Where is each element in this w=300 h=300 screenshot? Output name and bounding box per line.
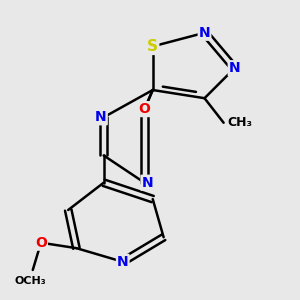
Text: O: O [139, 102, 151, 116]
Text: N: N [229, 61, 240, 75]
Text: CH₃: CH₃ [227, 116, 253, 129]
Text: N: N [142, 176, 153, 190]
Text: OCH₃: OCH₃ [14, 276, 46, 286]
Text: O: O [35, 236, 47, 250]
Text: N: N [117, 255, 128, 269]
Text: N: N [199, 26, 210, 40]
Text: N: N [95, 110, 107, 124]
Text: S: S [147, 39, 158, 54]
